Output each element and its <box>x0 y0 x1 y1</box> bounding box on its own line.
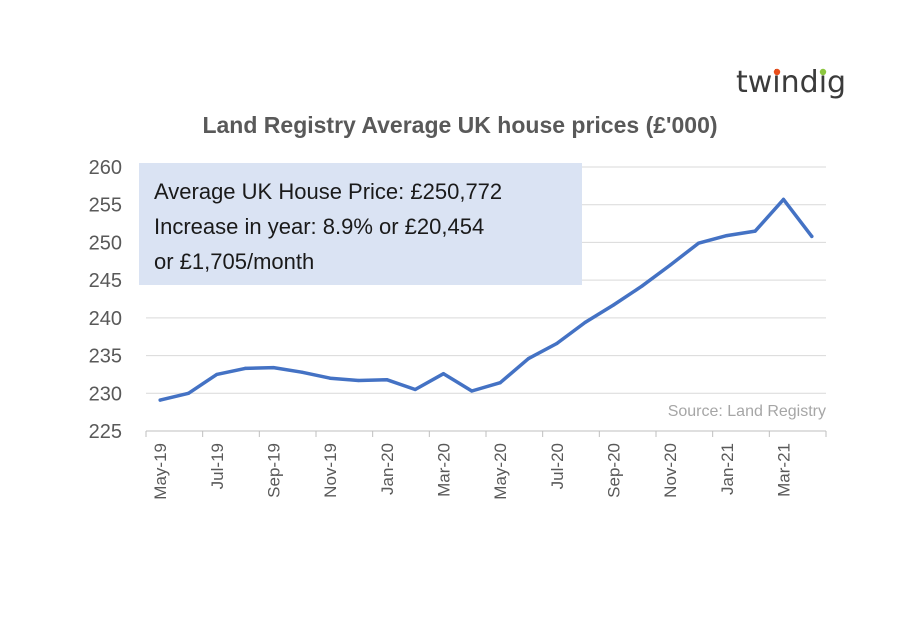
x-tick-label: Mar-20 <box>435 443 454 497</box>
y-tick-label: 235 <box>89 346 122 368</box>
logo-dot <box>773 68 781 76</box>
y-axis-tick-labels: 225 230 235 240 245 250 255 260 <box>89 157 122 443</box>
data-point <box>243 366 247 370</box>
logo-text: twindig <box>736 65 846 100</box>
data-point <box>668 263 672 267</box>
data-point <box>328 376 332 380</box>
x-tick-label: Jan-20 <box>378 443 397 495</box>
x-tick-label: Jul-19 <box>208 443 227 489</box>
data-point <box>640 284 644 288</box>
annotation-box: Average UK House Price: £250,772 Increas… <box>139 163 582 285</box>
data-point <box>300 370 304 374</box>
data-point <box>158 398 162 402</box>
x-axis-tick-labels: May-19 Jul-19 Sep-19 Nov-19 Jan-20 Mar-20 May-… <box>151 443 793 500</box>
data-point <box>215 372 219 377</box>
data-point <box>271 366 276 370</box>
series-layer <box>158 197 814 402</box>
x-tick-label: Sep-20 <box>605 443 624 498</box>
y-tick-label: 250 <box>89 232 122 254</box>
data-point <box>611 303 616 307</box>
x-tick-label: Nov-20 <box>661 443 680 498</box>
data-point <box>186 391 191 395</box>
data-point <box>753 229 757 233</box>
x-tick-label: Mar-21 <box>775 443 794 497</box>
data-point <box>781 197 786 202</box>
data-point <box>385 378 389 382</box>
x-tick-label: Jul-20 <box>548 443 567 489</box>
x-tick-label: May-20 <box>491 443 510 500</box>
logo-dot <box>819 68 827 76</box>
data-point <box>696 241 701 245</box>
y-tick-label: 260 <box>89 157 122 179</box>
data-point <box>413 387 417 392</box>
data-point <box>356 378 361 383</box>
data-point <box>470 389 474 393</box>
y-tick-label: 245 <box>89 270 122 292</box>
source-label: Source: Land Registry <box>668 403 826 420</box>
y-tick-label: 225 <box>89 421 122 443</box>
x-tick-label: Sep-19 <box>265 443 284 498</box>
data-point <box>526 356 531 361</box>
y-tick-label: 255 <box>89 195 122 217</box>
x-axis <box>145 430 827 437</box>
data-point <box>441 372 446 376</box>
x-tick-label: Nov-19 <box>321 443 340 498</box>
chart-title: Land Registry Average UK house prices (£… <box>202 112 717 138</box>
annotation-line-2: Increase in year: 8.9% or £20,454 <box>154 214 484 239</box>
data-point <box>583 320 587 324</box>
annotation-line-1: Average UK House Price: £250,772 <box>154 179 502 204</box>
data-point <box>498 381 502 385</box>
data-point <box>725 234 729 238</box>
y-tick-label: 230 <box>89 383 122 405</box>
twindig-logo: twindig <box>736 65 846 100</box>
annotation-background <box>139 163 582 285</box>
data-point <box>810 234 814 238</box>
data-point <box>555 341 559 346</box>
x-tick-label: Jan-21 <box>718 443 737 495</box>
series-line <box>158 197 814 402</box>
annotation-line-3: or £1,705/month <box>154 249 314 274</box>
logo-dots <box>773 68 827 76</box>
y-tick-label: 240 <box>89 308 122 330</box>
x-tick-label: May-19 <box>151 443 170 500</box>
